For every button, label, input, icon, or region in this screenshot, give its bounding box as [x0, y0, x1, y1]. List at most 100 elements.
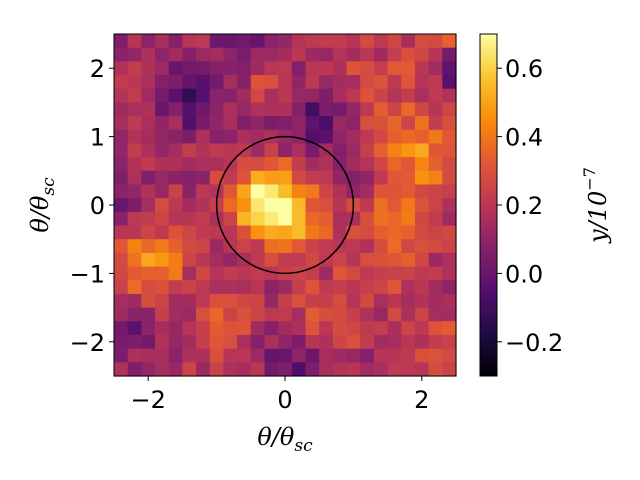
- heatmap-cell: [264, 184, 279, 199]
- heatmap-cell: [387, 362, 402, 377]
- heatmap-cell: [428, 334, 443, 350]
- heatmap-cell: [360, 362, 375, 377]
- heatmap-cell: [401, 170, 416, 186]
- heatmap-cell: [414, 321, 430, 336]
- heatmap-cell: [373, 198, 389, 213]
- heatmap-cell: [182, 362, 197, 377]
- heatmap-cell: [223, 102, 238, 117]
- heatmap-cell: [414, 116, 430, 131]
- heatmap-cell: [442, 129, 457, 145]
- heatmap-cell: [196, 88, 211, 103]
- heatmap-cell: [237, 321, 252, 336]
- heatmap-cell: [223, 280, 238, 295]
- heatmap-cell: [387, 157, 402, 172]
- heatmap-cell: [387, 170, 402, 186]
- heatmap-cell: [414, 184, 430, 199]
- heatmap-cell: [223, 362, 238, 377]
- heatmap-cell: [127, 293, 142, 309]
- heatmap-cell: [168, 61, 183, 76]
- heatmap-cell: [250, 362, 266, 377]
- heatmap-cell: [141, 362, 156, 377]
- heatmap-cell: [332, 266, 348, 281]
- heatmap-cell: [387, 116, 402, 131]
- colorbar-ticks: 0.6 0.4 0.2 0.0 −0.2: [497, 55, 563, 357]
- heatmap-cell: [360, 252, 375, 268]
- heatmap-cell: [114, 225, 129, 240]
- heatmap-cell: [264, 293, 279, 309]
- heatmap-cell: [414, 129, 430, 145]
- heatmap-cell: [387, 34, 402, 49]
- heatmap-cell: [209, 47, 225, 62]
- heatmap-cell: [360, 143, 375, 158]
- heatmap-cell: [291, 129, 307, 145]
- heatmap-cell: [278, 362, 293, 377]
- heatmap-cell: [223, 334, 238, 350]
- heatmap-cell: [250, 61, 266, 76]
- heatmap-cell: [223, 129, 238, 145]
- heatmap-cell: [168, 307, 183, 322]
- heatmap-cell: [209, 280, 225, 295]
- heatmap-cell: [196, 225, 211, 240]
- heatmap-cell: [250, 211, 266, 227]
- heatmap-cell: [168, 88, 183, 103]
- heatmap-cell: [168, 280, 183, 295]
- heatmap-cell: [264, 61, 279, 76]
- heatmap-cell: [428, 184, 443, 199]
- heatmap-cell: [237, 348, 252, 363]
- heatmap-cell: [182, 321, 197, 336]
- heatmap-cell: [114, 75, 129, 90]
- heatmap-cell: [168, 239, 183, 254]
- heatmap-cell: [155, 293, 170, 309]
- heatmap-cell: [360, 129, 375, 145]
- heatmap-cell: [155, 47, 170, 62]
- heatmap-cell: [264, 170, 279, 186]
- heatmap-cell: [346, 184, 361, 199]
- heatmap-cell: [373, 293, 389, 309]
- heatmap-cell: [114, 47, 129, 62]
- heatmap-cell: [387, 88, 402, 103]
- heatmap-cell: [127, 47, 142, 62]
- heatmap-cell: [442, 184, 457, 199]
- heatmap-cell: [250, 47, 266, 62]
- heatmap-cell: [182, 170, 197, 186]
- heatmap-cell: [291, 321, 307, 336]
- heatmap-cell: [223, 184, 238, 199]
- heatmap-cell: [305, 34, 320, 49]
- heatmap-cell: [114, 252, 129, 268]
- heatmap-cell: [319, 293, 334, 309]
- heatmap-cell: [155, 116, 170, 131]
- heatmap-cell: [360, 47, 375, 62]
- heatmap-cell: [291, 225, 307, 240]
- heatmap-cell: [182, 239, 197, 254]
- heatmap-cell: [141, 198, 156, 213]
- heatmap-cell: [442, 280, 457, 295]
- heatmap-cell: [278, 102, 293, 117]
- heatmap-cell: [182, 348, 197, 363]
- heatmap-cell: [127, 116, 142, 131]
- heatmap-cell: [114, 88, 129, 103]
- heatmap-cell: [278, 143, 293, 158]
- heatmap-cell: [414, 47, 430, 62]
- heatmap-cell: [332, 61, 348, 76]
- heatmap-cell: [319, 34, 334, 49]
- heatmap-cell: [182, 184, 197, 199]
- heatmap-cell: [387, 307, 402, 322]
- heatmap-cell: [141, 293, 156, 309]
- heatmap-cell: [305, 47, 320, 62]
- x-tick-label: −2: [131, 386, 166, 414]
- heatmap-cell: [127, 61, 142, 76]
- colorbar-label: y/10−7: [580, 167, 612, 244]
- heatmap-cell: [332, 88, 348, 103]
- heatmap-cell: [305, 293, 320, 309]
- heatmap-cell: [114, 293, 129, 309]
- heatmap-cell: [127, 34, 142, 49]
- heatmap-cell: [346, 321, 361, 336]
- heatmap-cell: [182, 225, 197, 240]
- heatmap-cell: [332, 348, 348, 363]
- heatmap-cell: [401, 88, 416, 103]
- heatmap-cell: [291, 211, 307, 227]
- heatmap-cell: [155, 321, 170, 336]
- heatmap-cell: [332, 143, 348, 158]
- heatmap-cell: [319, 61, 334, 76]
